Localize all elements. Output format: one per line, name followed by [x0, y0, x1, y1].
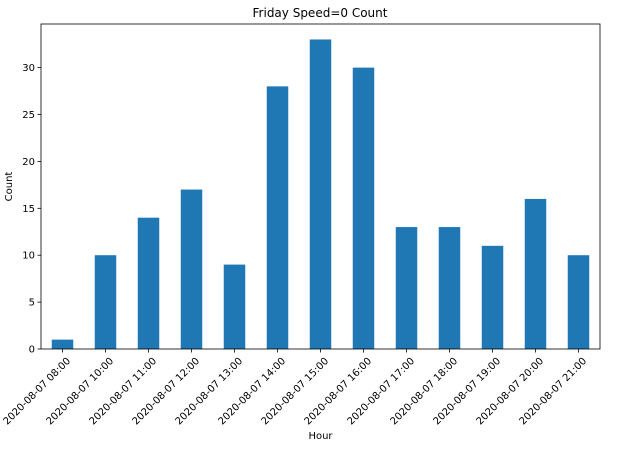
bar-7 — [352, 67, 375, 349]
y-tick-label-5: 25 — [22, 110, 35, 121]
y-axis: 0 5 10 15 20 25 30 — [22, 63, 41, 356]
y-axis-label: Count — [4, 172, 15, 202]
bar-12 — [567, 255, 590, 349]
bar-5 — [266, 86, 289, 350]
y-tick-label-1: 5 — [29, 298, 35, 309]
y-tick-label-2: 10 — [22, 251, 35, 262]
y-tick-label-0: 0 — [29, 345, 35, 356]
y-tick-label-6: 30 — [22, 63, 35, 74]
y-tick-label-3: 15 — [22, 204, 35, 215]
bar-3 — [180, 189, 203, 349]
bar-8 — [395, 227, 418, 349]
bar-11 — [524, 198, 547, 349]
bar-0 — [51, 339, 74, 349]
plot-frame — [40, 23, 601, 350]
bar-9 — [438, 227, 461, 349]
bar-1 — [94, 255, 117, 349]
x-axis-label: Hour — [308, 431, 333, 442]
bar-6 — [309, 39, 332, 349]
y-tick-label-4: 20 — [22, 157, 35, 168]
bar-10 — [481, 245, 504, 349]
bars — [51, 39, 590, 350]
bar-2 — [137, 217, 160, 349]
chart-title: Friday Speed=0 Count — [253, 6, 388, 20]
bar-4 — [223, 264, 246, 349]
